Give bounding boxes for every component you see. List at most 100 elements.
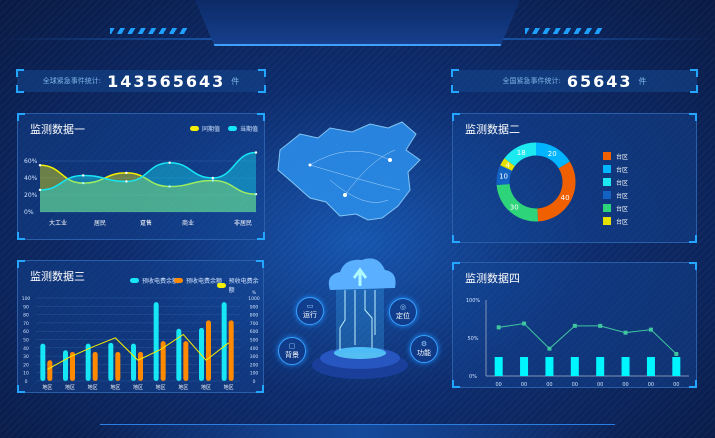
- bar-line-chart: 100% 50% 0% 00 00 00 00 00 00 00 00: [466, 298, 689, 388]
- data-point: [125, 180, 128, 183]
- header-stripes-left: [110, 28, 190, 34]
- legend-swatch: [603, 204, 611, 212]
- corner-decoration: [452, 113, 460, 121]
- x-tick-label: 地区: [110, 384, 120, 391]
- tag-function[interactable]: ⚙ 功能: [410, 335, 438, 363]
- y-tick-label: 60%: [24, 158, 38, 165]
- document-icon: ▢: [288, 342, 296, 350]
- bar: [153, 302, 159, 381]
- national-counter-unit: 件: [638, 76, 647, 86]
- bar: [70, 351, 75, 381]
- bar: [115, 351, 121, 381]
- data-point: [254, 192, 258, 196]
- panel-monitor-1: 监测数据一 同期值 当期值 60% 40% 20% 0% 大工业 居民 趸售 商业 非居民: [17, 113, 265, 240]
- corner-decoration: [256, 260, 264, 268]
- bar: [621, 357, 630, 376]
- footer-bar: [100, 424, 615, 438]
- monitor-icon: ▭: [306, 302, 314, 310]
- data-point: [496, 325, 501, 330]
- y2-tick-label: 100: [250, 371, 259, 377]
- x-tick-label: 00: [496, 382, 502, 388]
- x-tick-label: 00: [572, 382, 578, 388]
- y2-tick-label: 700: [250, 321, 259, 327]
- global-counter-label: 全球紧急事件统计:: [42, 77, 102, 85]
- corner-decoration: [689, 235, 697, 243]
- data-point: [38, 188, 42, 192]
- bar: [494, 357, 503, 376]
- corner-decoration: [17, 385, 25, 393]
- tag-run[interactable]: ▭ 运行: [296, 297, 324, 325]
- legend-swatch: [603, 178, 611, 186]
- corner-decoration: [17, 113, 25, 121]
- x-tick-label: 商业: [182, 219, 194, 227]
- corner-decoration: [257, 232, 265, 240]
- location-icon: ◎: [399, 303, 407, 311]
- bar: [160, 341, 166, 381]
- corner-decoration: [256, 385, 264, 393]
- donut-slice: [496, 184, 539, 222]
- legend-label: 台区: [616, 179, 628, 187]
- y2-tick-label: 0: [253, 379, 256, 385]
- national-counter-label: 全国紧急事件统计:: [502, 77, 561, 85]
- bar: [183, 341, 189, 381]
- bar: [40, 343, 46, 381]
- legend-item: 预收电费余额: [130, 276, 178, 285]
- x-tick-label: 地区: [178, 384, 188, 391]
- legend-swatch: [603, 165, 611, 173]
- corner-decoration: [258, 85, 266, 93]
- slice-value-label: 4: [505, 162, 510, 170]
- header-banner: [195, 0, 520, 46]
- data-point: [82, 181, 85, 185]
- corner-decoration: [17, 260, 25, 268]
- y2-tick-label: 800: [250, 313, 259, 319]
- china-map: [277, 121, 421, 221]
- corner-decoration: [258, 69, 266, 77]
- y-tick-label: 60: [23, 329, 29, 335]
- bar: [47, 360, 53, 381]
- y2-tick-label: 300: [250, 354, 259, 360]
- y-tick-label: 70: [23, 321, 29, 327]
- national-counter-value: 65643: [566, 71, 633, 91]
- panel-title: 监测数据四: [465, 272, 520, 285]
- corner-decoration: [689, 113, 697, 121]
- x-tick-label: 地区: [42, 384, 52, 391]
- data-point: [211, 176, 214, 180]
- panel-monitor-2: 监测数据二 20 40 30 10 4 18 台区 台区 台区 台区 台区 台区: [452, 113, 697, 243]
- bar: [176, 328, 182, 381]
- data-point: [623, 330, 628, 335]
- x-tick-label: 00: [648, 382, 654, 388]
- y-tick-label: 0: [25, 379, 28, 385]
- series-line: [39, 151, 257, 191]
- bar: [206, 320, 211, 381]
- data-point: [38, 164, 42, 167]
- x-tick-label: 00: [597, 382, 603, 388]
- corner-decoration: [452, 235, 460, 243]
- bar: [520, 357, 529, 376]
- data-point: [125, 171, 128, 175]
- bar: [570, 357, 579, 376]
- panel-title: 监测数据三: [30, 270, 85, 283]
- legend-label: 台区: [616, 205, 628, 213]
- tag-background[interactable]: ▢ 背景: [278, 337, 306, 365]
- y-tick-label: 0%: [469, 374, 477, 380]
- global-counter: 全球紧急事件统计: 143565643 件: [16, 69, 266, 93]
- gear-icon: ⚙: [420, 340, 428, 348]
- global-counter-value: 143565643: [107, 71, 226, 91]
- panel-title: 监测数据一: [30, 123, 85, 136]
- data-point: [648, 327, 653, 332]
- y-tick-label: 10: [23, 371, 29, 377]
- series-area: [40, 152, 256, 212]
- tag-locate[interactable]: ◎ 定位: [389, 298, 417, 326]
- y2-tick-label: 600: [250, 329, 259, 335]
- corner-decoration: [17, 232, 25, 240]
- bar: [108, 342, 114, 381]
- y2-tick-label: 900: [250, 304, 259, 310]
- slice-value-label: 18: [517, 149, 526, 157]
- donut-slice: [537, 161, 576, 222]
- x-tick-label: 地区: [65, 384, 75, 391]
- legend-label: 台区: [616, 218, 628, 226]
- x-tick-label: 地区: [156, 384, 166, 391]
- bar: [596, 357, 605, 376]
- data-point: [547, 346, 552, 351]
